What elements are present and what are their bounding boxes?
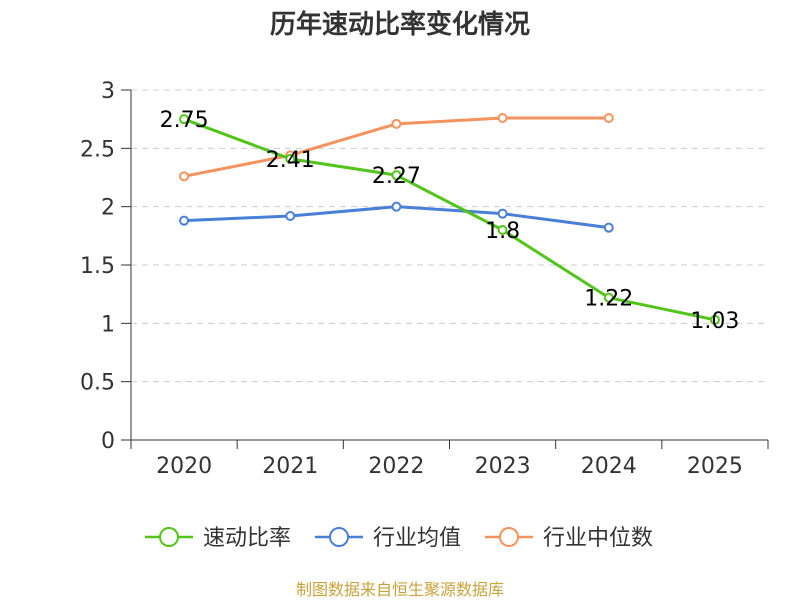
data-point[interactable]: [391, 201, 402, 212]
legend-label: 速动比率: [203, 526, 291, 551]
data-point[interactable]: [497, 208, 508, 219]
data-point[interactable]: [391, 118, 402, 129]
legend-circle-marker: [159, 527, 179, 547]
legend-item-1[interactable]: 速动比率: [145, 526, 291, 551]
data-point[interactable]: [709, 314, 720, 325]
axes: 0 0.5 1 1.5 2 2.5 3 2020 2021 2022 2023 2024 2025: [80, 79, 769, 479]
y-tick-label: 2.5: [80, 137, 115, 162]
data-point[interactable]: [497, 225, 508, 235]
x-tick-label: 2024: [581, 454, 637, 479]
y-tick-label: 3: [101, 79, 115, 104]
data-point[interactable]: [603, 113, 614, 123]
data-point[interactable]: [603, 292, 614, 303]
data-label: 1.8: [485, 219, 520, 244]
data-labels: 2.75 2.41 2.27 1.8 1.22 1.03: [160, 108, 740, 334]
y-tick-label: 0: [101, 429, 115, 454]
data-point[interactable]: [603, 222, 614, 233]
legend[interactable]: 速动比率 行业均值 行业中位数: [145, 526, 653, 551]
y-tick-label: 1.5: [80, 254, 115, 279]
data-point[interactable]: [179, 114, 190, 125]
x-tick-label: 2023: [475, 454, 531, 479]
legend-label: 行业均值: [373, 526, 461, 551]
data-point[interactable]: [285, 153, 296, 164]
x-tick-label: 2021: [262, 454, 318, 479]
x-tick-label: 2020: [156, 454, 212, 479]
series-lines: [179, 113, 720, 325]
y-tick-label: 2: [101, 196, 115, 221]
data-point[interactable]: [285, 211, 296, 221]
data-label: 1.22: [584, 287, 633, 312]
y-tick-label: 0.5: [80, 371, 115, 396]
series-line-1: [183, 117, 716, 322]
data-label: 2.41: [266, 148, 315, 173]
grid-lines: [131, 89, 768, 383]
data-point[interactable]: [391, 170, 402, 181]
legend-circle-marker: [499, 527, 519, 547]
x-tick-label: 2022: [368, 454, 424, 479]
chart-title: 历年速动比率变化情况: [270, 9, 530, 40]
x-tick-label: 2025: [687, 454, 743, 479]
data-point[interactable]: [179, 171, 190, 182]
legend-label: 行业中位数: [543, 526, 653, 551]
data-point[interactable]: [179, 215, 190, 226]
legend-circle-marker: [329, 527, 349, 547]
data-label: 2.75: [160, 108, 209, 133]
data-label: 1.03: [690, 309, 739, 334]
legend-item-2[interactable]: 行业均值: [315, 526, 461, 551]
data-source-note: 制图数据来自恒生聚源数据库: [296, 580, 504, 599]
y-tick-label: 1: [101, 312, 115, 337]
data-point[interactable]: [497, 113, 508, 123]
data-label: 2.27: [372, 164, 421, 189]
legend-item-3[interactable]: 行业中位数: [485, 526, 653, 551]
